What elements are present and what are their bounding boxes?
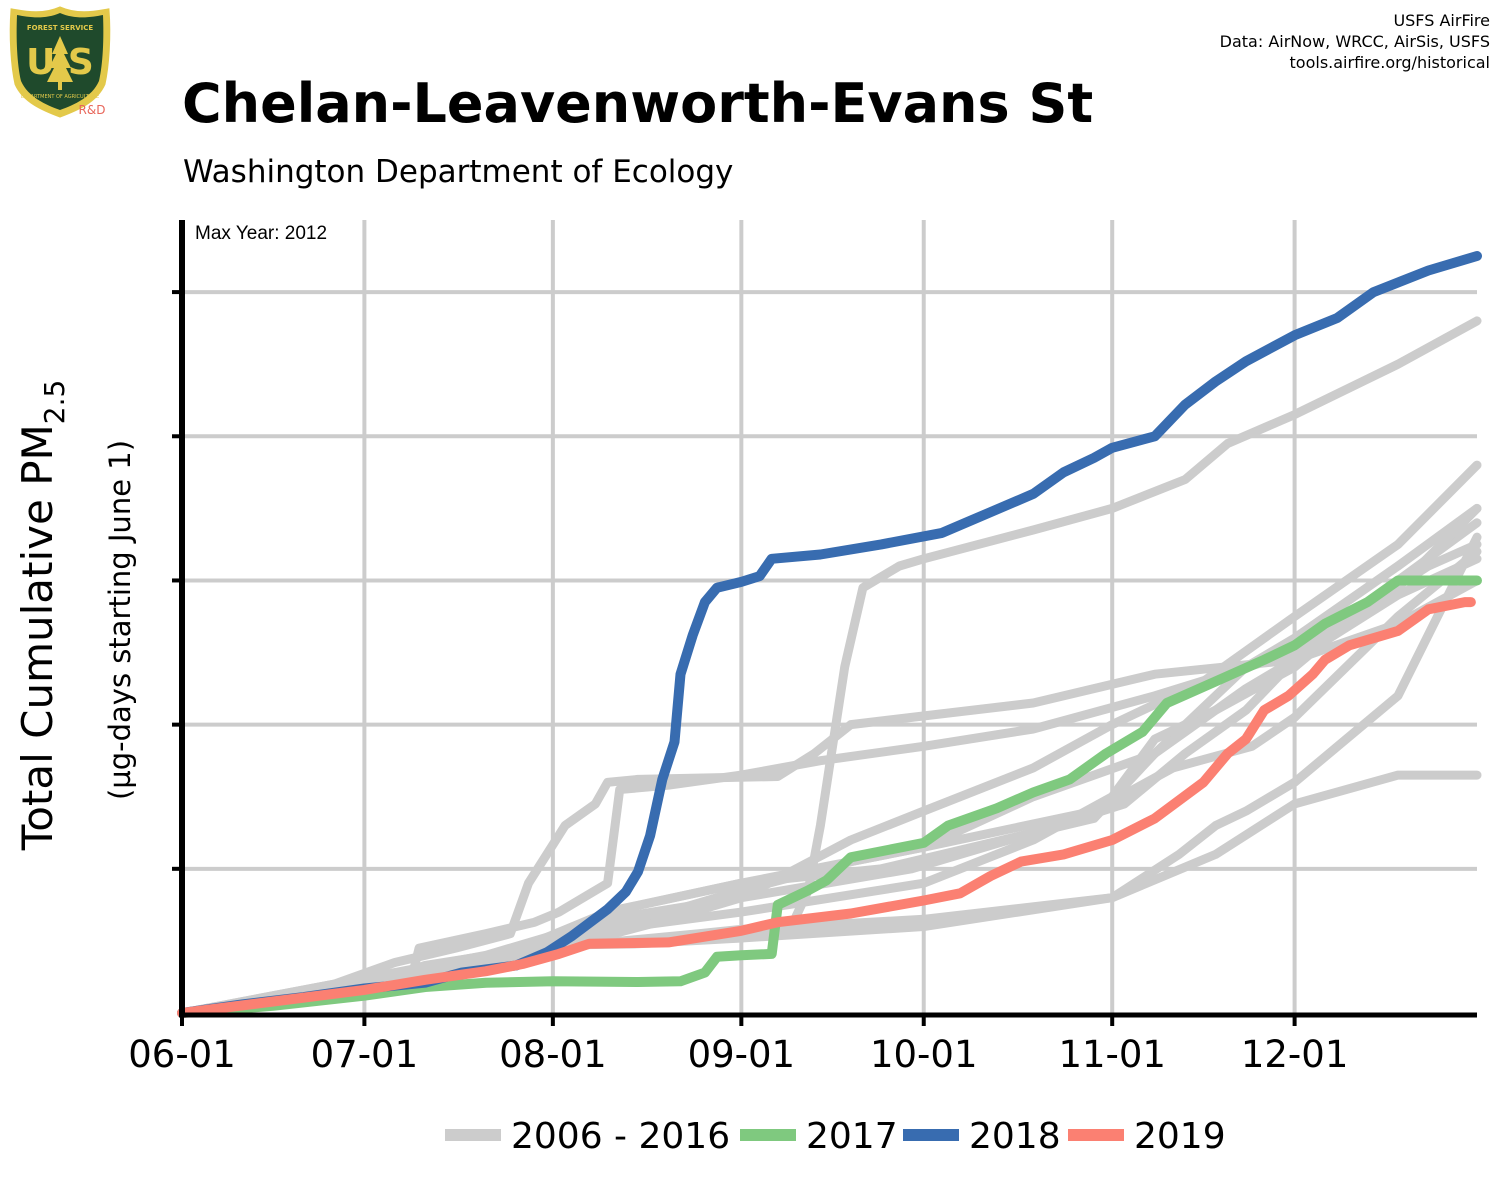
background-series-line	[177, 576, 1482, 1018]
y-tick-group	[172, 290, 182, 871]
legend-label: 2017	[806, 1116, 898, 1157]
x-tick-label: 08-01	[499, 1033, 607, 1076]
axes	[179, 220, 1477, 1018]
x-tick-label: 12-01	[1241, 1033, 1349, 1076]
legend-label: 2018	[969, 1116, 1061, 1157]
highlight-series-group	[177, 251, 1482, 1018]
legend: 2006 - 2016 2017 2018 2019	[445, 1116, 1226, 1157]
x-tick-label: 07-01	[311, 1033, 419, 1076]
series-line-2019	[177, 597, 1476, 1018]
y-axis-label-main: Total Cumulative PM	[13, 424, 62, 851]
x-tick-label: 06-01	[128, 1033, 236, 1076]
legend-label: 2019	[1134, 1116, 1226, 1157]
usfs-shield-logo: FOREST SERVICE U S DEPARTMENT OF AGRICUL…	[9, 6, 111, 118]
credit-line-org: USFS AirFire	[1393, 11, 1490, 30]
logo-badge: R&D	[79, 103, 106, 117]
x-tick-group: 06-01 07-01 08-01 09-01 10-01 11-01 12-01	[128, 1013, 1348, 1076]
background-series-group	[177, 316, 1482, 1018]
max-year-annotation: Max Year: 2012	[195, 223, 327, 244]
credit-line-url: tools.airfire.org/historical	[1289, 53, 1490, 72]
legend-label: 2006 - 2016	[511, 1116, 730, 1157]
series-line-2017	[177, 575, 1482, 1018]
x-tick-label: 11-01	[1058, 1033, 1166, 1076]
logo-top-text: FOREST SERVICE	[27, 24, 94, 32]
x-tick-label: 10-01	[870, 1033, 978, 1076]
chart-subtitle: Washington Department of Ecology	[183, 154, 734, 190]
tree-icon	[47, 36, 73, 90]
credit-line-data: Data: AirNow, WRCC, AirSis, USFS	[1219, 32, 1490, 51]
x-tick-label: 09-01	[688, 1033, 796, 1076]
y-axis-sublabel: (µg-days starting June 1)	[103, 440, 137, 800]
logo-bottom-text: DEPARTMENT OF AGRICULTURE	[21, 94, 99, 100]
chart-title: Chelan-Leavenworth-Evans St	[182, 72, 1094, 135]
y-axis-label-subscript: 2.5	[38, 380, 71, 425]
y-axis-label: Total Cumulative PM2.5	[13, 380, 71, 852]
credits-block: USFS AirFire Data: AirNow, WRCC, AirSis,…	[1220, 10, 1490, 73]
